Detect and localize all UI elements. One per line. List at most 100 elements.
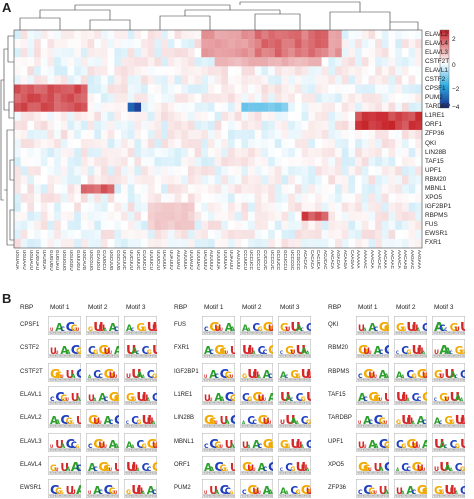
heatmap-cell	[375, 111, 383, 122]
heatmap-cell	[167, 93, 175, 103]
heatmap-cell	[181, 202, 189, 212]
heatmap-cell	[114, 148, 122, 158]
heatmap-cell	[194, 75, 202, 85]
heatmap-cell	[381, 111, 389, 122]
logo-letter: A	[214, 392, 223, 404]
heatmap-cell	[181, 129, 189, 140]
heatmap-cell	[214, 66, 222, 76]
heatmap-cell	[348, 193, 356, 203]
kmer-label: CUUGCU	[102, 250, 108, 271]
heatmap-cell	[361, 166, 369, 176]
heatmap-cell	[328, 229, 336, 240]
heatmap-cell	[94, 166, 102, 176]
logo-letter: C	[384, 343, 389, 358]
logo-letter: C	[363, 396, 368, 403]
heatmap-cell	[314, 48, 322, 58]
logo-letter: G	[147, 349, 152, 356]
heatmap-cell	[121, 148, 128, 158]
logo-letter: U	[93, 320, 103, 335]
logo-letter: G	[301, 396, 306, 403]
heatmap-cell	[161, 84, 169, 94]
heatmap-cell	[401, 220, 409, 231]
heatmap-cell	[348, 57, 356, 67]
heatmap-cell	[34, 129, 41, 140]
kmer-label: AACAAC	[389, 250, 395, 269]
logo-letter: A	[50, 415, 59, 427]
heatmap-cell	[301, 202, 309, 212]
logo-letter: C	[152, 489, 157, 496]
heatmap-cell	[100, 193, 108, 203]
heatmap-cell	[134, 48, 142, 58]
heatmap-cell	[161, 157, 169, 167]
heatmap-cell	[154, 139, 162, 149]
heatmap-cell	[114, 30, 122, 40]
heatmap-cell	[335, 220, 342, 231]
logo-letter: U	[109, 467, 112, 472]
heatmap-cell	[294, 111, 302, 122]
heatmap-cell	[281, 129, 289, 140]
heatmap-cell	[127, 66, 135, 76]
heatmap-cell	[14, 184, 21, 194]
heatmap-cell	[14, 202, 21, 212]
heatmap-cell	[348, 111, 356, 122]
logo-letter: U	[396, 486, 403, 496]
logo-letter: G	[258, 326, 263, 333]
heatmap-cell	[60, 184, 68, 194]
gene-label: ELAVL1	[425, 66, 448, 74]
logo-letter: C	[450, 439, 458, 451]
heatmap-cell	[321, 93, 329, 103]
heatmap-cell	[415, 66, 423, 76]
logo-letter: C	[258, 345, 266, 357]
heatmap-cell	[274, 184, 282, 194]
heatmap-cell	[281, 148, 289, 158]
heatmap-cell	[214, 48, 222, 58]
heatmap-cell	[281, 238, 289, 249]
heatmap-cell	[341, 84, 349, 94]
heatmap-cell	[228, 238, 235, 249]
heatmap-cell	[87, 229, 95, 240]
heatmap-cell	[261, 220, 269, 231]
logo-letter: A	[60, 345, 69, 357]
heatmap-cell	[54, 48, 62, 58]
heatmap-cell	[301, 84, 309, 94]
heatmap-cell	[395, 220, 403, 231]
logo-letter: A	[126, 323, 133, 333]
logo-letter: A	[306, 467, 310, 472]
heatmap-cell	[100, 202, 108, 212]
logo-letter: U	[242, 343, 252, 358]
heatmap-cell	[67, 48, 75, 58]
heatmap-cell	[234, 93, 242, 103]
heatmap-cell	[254, 39, 262, 49]
logo-letter: C	[252, 419, 257, 426]
heatmap-cell	[201, 48, 209, 58]
logo-letter: G	[225, 467, 228, 472]
heatmap-cell	[415, 148, 423, 158]
logo-letter: C	[88, 443, 93, 450]
heatmap-cell	[167, 148, 175, 158]
heatmap-cell	[107, 220, 115, 231]
heatmap-cell	[154, 129, 162, 140]
logo-letter: G	[247, 483, 258, 498]
heatmap-cell	[401, 139, 409, 149]
heatmap-cell	[401, 57, 409, 67]
heatmap-cell	[228, 184, 235, 194]
heatmap-cell	[187, 211, 195, 221]
heatmap-cell	[201, 238, 209, 249]
heatmap-cell	[147, 102, 155, 112]
logo-letter: G	[60, 393, 67, 403]
heatmap-cell	[308, 184, 316, 194]
heatmap-cell	[268, 193, 276, 203]
heatmap-cell	[114, 166, 122, 176]
logo-letter: G	[363, 367, 374, 382]
heatmap-cell	[221, 120, 229, 131]
heatmap-cell	[254, 211, 262, 221]
heatmap-cell	[248, 30, 255, 40]
logo-letter: G	[142, 443, 147, 450]
heatmap-cell	[187, 202, 195, 212]
heatmap-cell	[87, 202, 95, 212]
heatmap-cell	[381, 148, 389, 158]
logo-letter: G	[126, 489, 131, 496]
